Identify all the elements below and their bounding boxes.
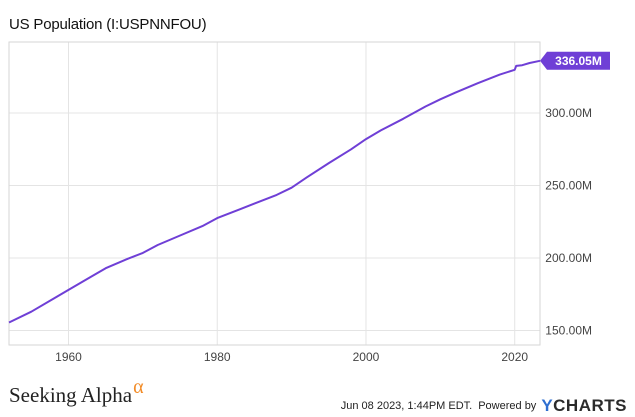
y-tick-label: 150.00M — [545, 324, 592, 338]
series-line-us-population — [8, 59, 541, 324]
y-tick-label: 300.00M — [545, 106, 592, 120]
x-tick-layer: 1960 1980 2000 2020 — [55, 350, 528, 364]
x-tick-label: 2020 — [501, 350, 528, 364]
powered-by-text: Powered by — [478, 400, 537, 412]
alpha-icon: α — [133, 376, 144, 398]
x-tick-label: 2000 — [353, 350, 380, 364]
ycharts-y-icon: Y — [541, 396, 554, 415]
y-tick-label: 200.00M — [545, 251, 592, 265]
ycharts-wordmark: CHARTS — [553, 396, 627, 415]
timestamp: Jun 08 2023, 1:44PM EDT. — [340, 400, 473, 412]
plot-frame — [8, 41, 541, 346]
last-value-badge: 336.05M — [540, 51, 610, 70]
y-tick-label: 250.00M — [545, 179, 592, 193]
y-tick-layer: 150.00M 200.00M 250.00M 300.00M — [545, 106, 592, 337]
seeking-alpha-logo: Seeking Alphaα — [9, 376, 144, 408]
x-tick-label: 1960 — [55, 350, 82, 364]
ycharts-logo: YCHARTS — [541, 396, 627, 416]
chart-title: US Population (I:USPNNFOU) — [9, 16, 207, 33]
last-value-label: 336.05M — [555, 54, 602, 68]
logo-text: Seeking Alpha — [9, 383, 133, 407]
x-tick-label: 1980 — [204, 350, 231, 364]
footer: Jun 08 2023, 1:44PM EDT. Powered by YCHA… — [341, 396, 627, 416]
grid-layer — [9, 42, 540, 345]
